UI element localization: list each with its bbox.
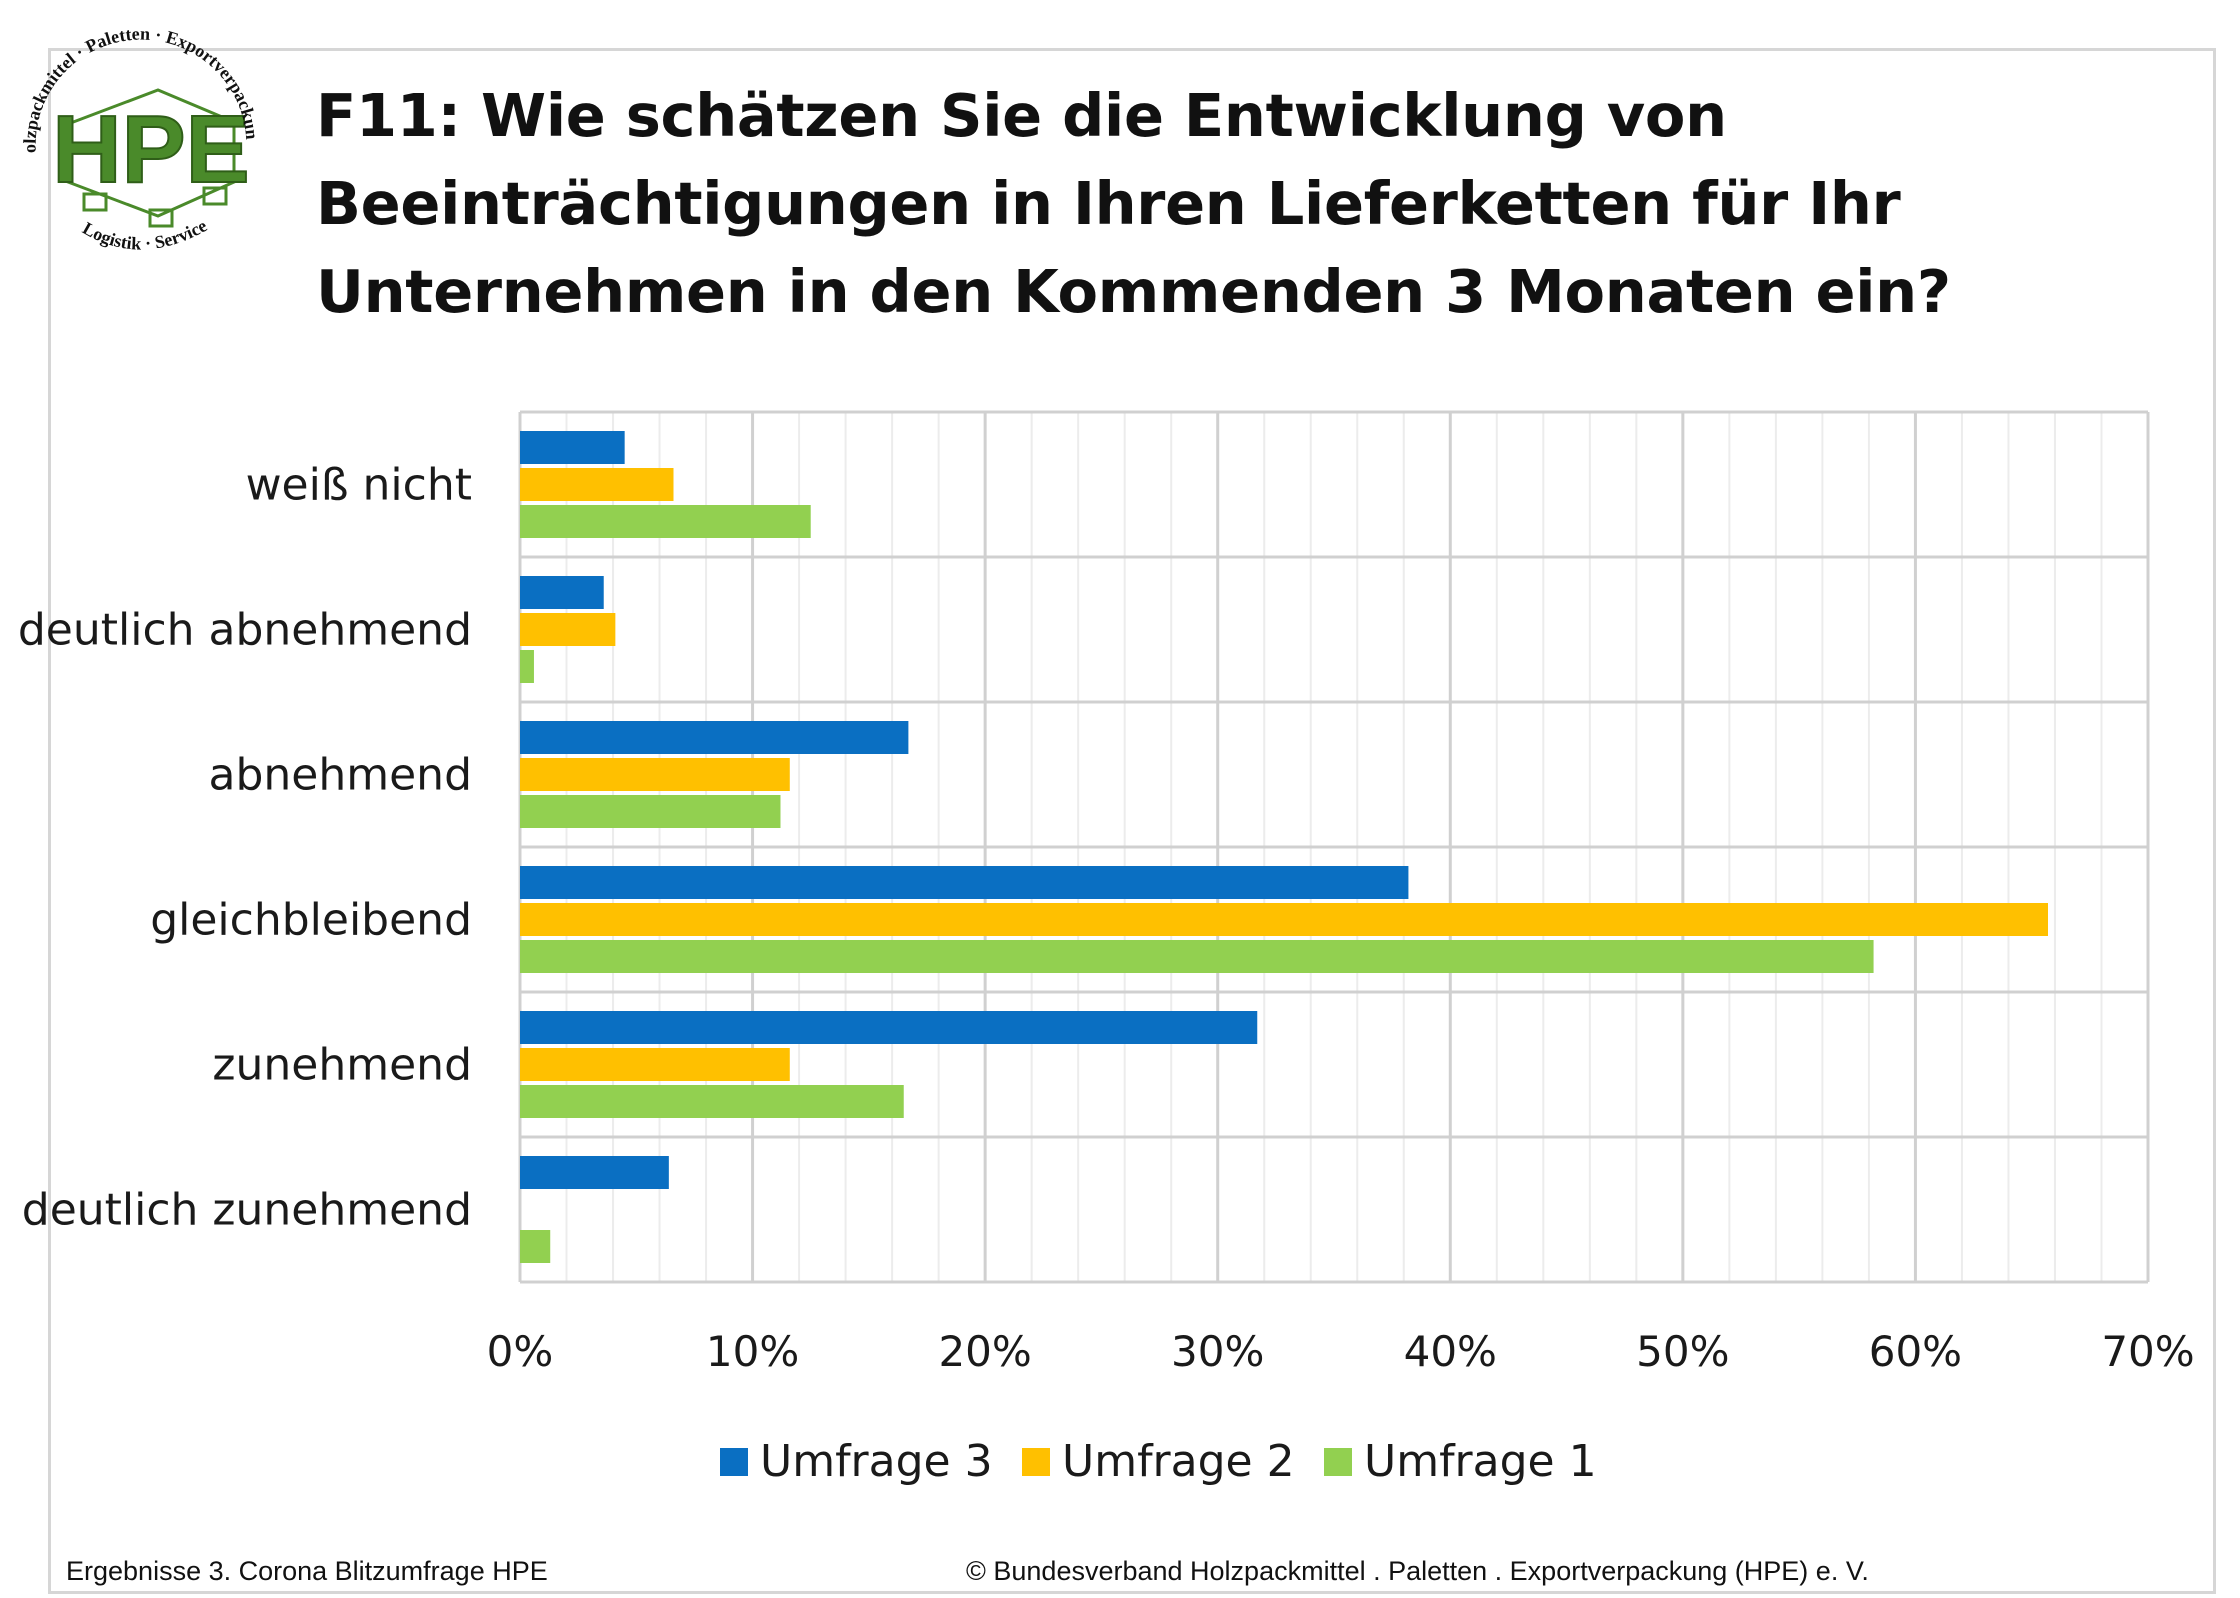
category-label: deutlich abnehmend — [18, 605, 472, 656]
bar-3 — [520, 650, 534, 683]
x-tick-label: 70% — [2101, 1327, 2194, 1376]
logo-letters: HPE — [52, 96, 249, 203]
bar-3 — [520, 1230, 551, 1263]
x-tick-label: 50% — [1636, 1327, 1729, 1376]
category-label: deutlich zunehmend — [22, 1185, 472, 1236]
bar-2 — [520, 468, 674, 501]
legend-swatch — [720, 1448, 748, 1476]
category-label: abnehmend — [209, 750, 472, 801]
category-label: zunehmend — [212, 1040, 472, 1091]
bar-1 — [520, 1156, 669, 1189]
bar-3 — [520, 940, 1874, 973]
bar-2 — [520, 613, 616, 646]
bar-1 — [520, 866, 1409, 899]
legend-label: Umfrage 1 — [1364, 1436, 1597, 1487]
legend-swatch — [1022, 1448, 1050, 1476]
x-tick-label: 0% — [487, 1327, 554, 1376]
chart-title: F11: Wie schätzen Sie die Entwicklung vo… — [316, 72, 2166, 336]
title-line-2: Beeinträchtigungen in Ihren Lieferketten… — [316, 169, 1901, 238]
legend-label: Umfrage 3 — [760, 1436, 993, 1487]
title-line-1: F11: Wie schätzen Sie die Entwicklung vo… — [316, 81, 1727, 150]
title-line-3: Unternehmen in den Kommenden 3 Monaten e… — [316, 257, 1951, 326]
footer-copyright: © Bundesverband Holzpackmittel . Palette… — [966, 1556, 1869, 1586]
bar-2 — [520, 1048, 790, 1081]
legend-label: Umfrage 2 — [1062, 1436, 1295, 1487]
bar-3 — [520, 505, 811, 538]
bar-2 — [520, 903, 2048, 936]
chart-frame — [48, 48, 2216, 1594]
x-tick-label: 60% — [1869, 1327, 1962, 1376]
bar-1 — [520, 1011, 1258, 1044]
x-tick-label: 20% — [938, 1327, 1031, 1376]
bar-1 — [520, 576, 604, 609]
category-label: weiß nicht — [246, 460, 472, 511]
bar-3 — [520, 795, 781, 828]
x-tick-label: 40% — [1404, 1327, 1497, 1376]
hpe-logo: HPE Holzpackmittel · Paletten · Exportve… — [8, 4, 262, 254]
bar-1 — [520, 721, 909, 754]
category-label: gleichbleibend — [150, 895, 472, 946]
x-tick-label: 10% — [706, 1327, 799, 1376]
x-tick-label: 30% — [1171, 1327, 1264, 1376]
bar-3 — [520, 1085, 904, 1118]
footer-source: Ergebnisse 3. Corona Blitzumfrage HPE — [66, 1556, 548, 1586]
bar-2 — [520, 758, 790, 791]
legend-swatch — [1324, 1448, 1352, 1476]
bar-1 — [520, 431, 625, 464]
